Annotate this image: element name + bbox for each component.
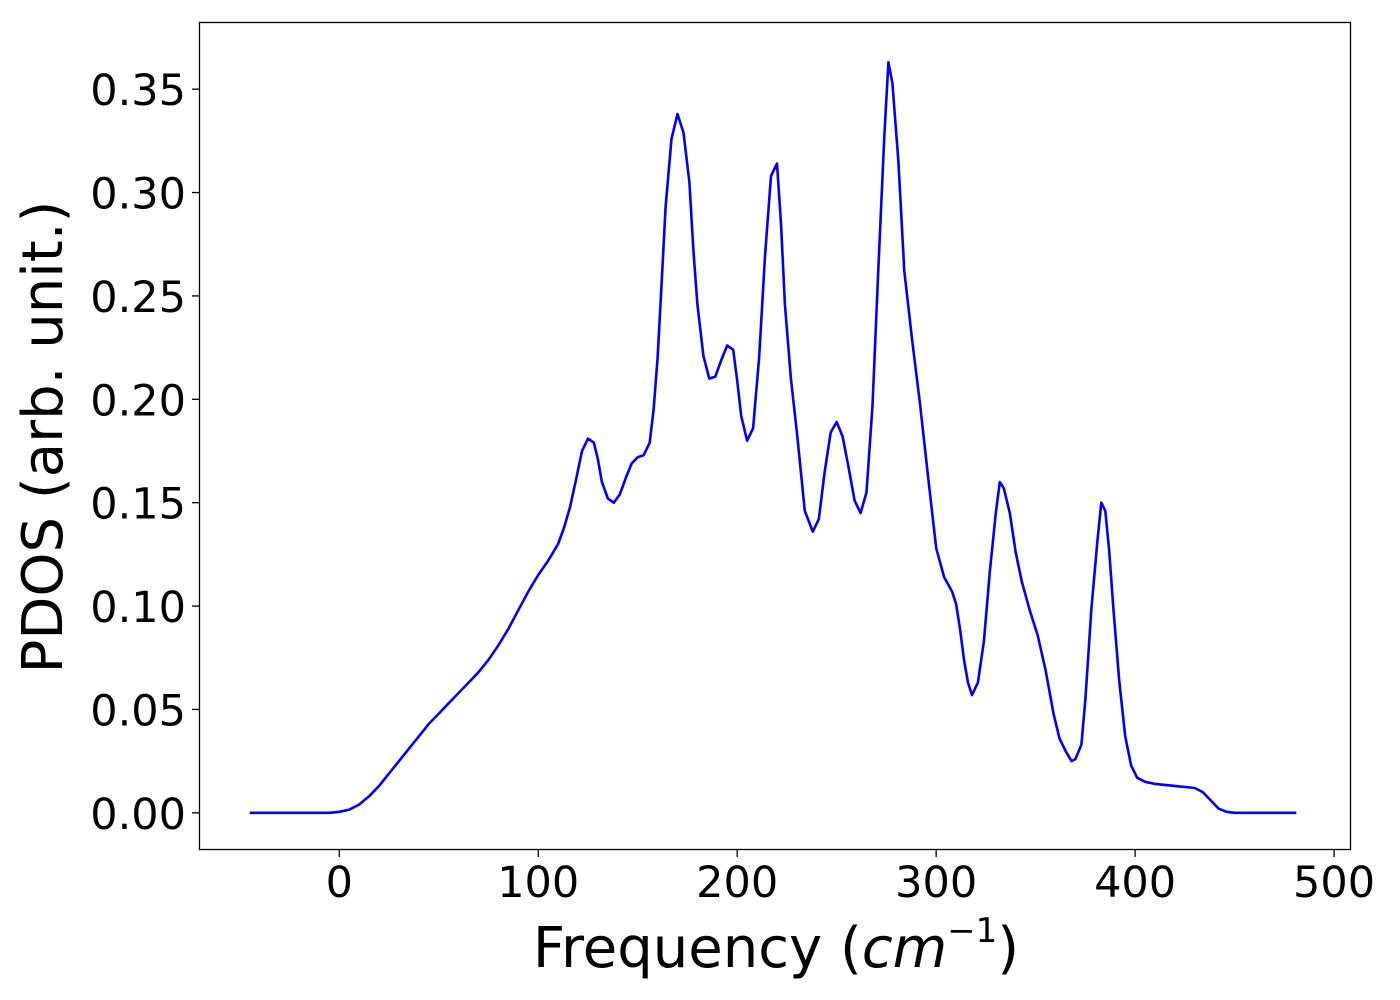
- x-tick-label: 300: [895, 858, 977, 908]
- x-tick-label: 0: [326, 858, 353, 908]
- x-tick-label: 200: [696, 858, 778, 908]
- y-tick-label: 0.00: [90, 790, 186, 840]
- x-tick-label: 100: [497, 858, 579, 908]
- y-tick-label: 0.15: [90, 480, 186, 530]
- pdos-series-line: [249, 60, 1297, 815]
- plot-frame: [198, 21, 1352, 851]
- y-tick-label: 0.25: [90, 273, 186, 323]
- y-tick-label: 0.20: [90, 376, 186, 426]
- x-tick-label: 400: [1094, 858, 1176, 908]
- y-axis-ticks: 0.00 0.05 0.10 0.15 0.20 0.25 0.30 0.35: [90, 66, 200, 840]
- y-tick-label: 0.05: [90, 686, 186, 736]
- x-axis-label: Frequency (cm−1): [533, 911, 1019, 981]
- x-tick-label: 500: [1293, 858, 1375, 908]
- y-tick-label: 0.10: [90, 583, 186, 633]
- y-tick-label: 0.30: [90, 170, 186, 220]
- y-axis-label: PDOS (arb. unit.): [11, 201, 76, 674]
- x-axis-ticks: 0 100 200 300 400 500: [326, 849, 1375, 908]
- y-tick-label: 0.35: [90, 66, 186, 116]
